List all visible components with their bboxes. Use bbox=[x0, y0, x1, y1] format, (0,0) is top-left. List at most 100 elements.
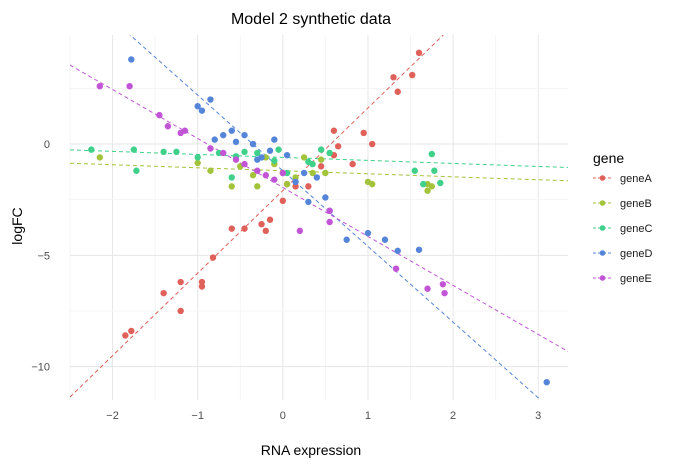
point-geneD bbox=[128, 56, 135, 63]
point-geneC bbox=[309, 160, 316, 168]
point-geneD bbox=[394, 247, 401, 255]
point-geneE bbox=[424, 285, 431, 292]
point-geneE bbox=[441, 289, 448, 297]
point-geneA bbox=[415, 49, 423, 57]
point-geneD bbox=[249, 140, 257, 148]
legend-title: gene bbox=[593, 150, 624, 166]
legend-label-geneA: geneA bbox=[620, 173, 652, 185]
point-geneB bbox=[228, 183, 235, 190]
legend-label-geneB: geneB bbox=[620, 198, 652, 210]
point-geneA bbox=[128, 327, 135, 335]
point-geneB bbox=[292, 174, 299, 181]
point-geneE bbox=[181, 127, 189, 134]
point-geneA bbox=[198, 283, 206, 290]
point-geneC bbox=[194, 154, 201, 161]
point-geneA bbox=[160, 289, 167, 297]
y-axis-title: logFC bbox=[9, 207, 25, 244]
point-geneD bbox=[292, 178, 299, 186]
point-geneD bbox=[228, 127, 235, 134]
point-geneA bbox=[317, 163, 325, 170]
point-geneA bbox=[305, 183, 312, 190]
legend-key-point-geneD bbox=[599, 250, 606, 256]
point-geneC bbox=[431, 167, 438, 174]
point-geneA bbox=[330, 127, 338, 134]
point-geneA bbox=[394, 88, 401, 95]
point-geneD bbox=[305, 198, 312, 206]
legend-key-point-geneE bbox=[599, 275, 606, 281]
point-geneA bbox=[409, 71, 416, 79]
x-tick-label: −2 bbox=[106, 410, 119, 422]
legend-key-point-geneB bbox=[599, 200, 606, 206]
point-geneA bbox=[258, 220, 265, 228]
y-tick-label: −10 bbox=[31, 362, 50, 374]
point-geneC bbox=[88, 146, 95, 153]
point-geneA bbox=[266, 216, 274, 223]
data-points bbox=[88, 49, 550, 386]
point-geneD bbox=[343, 236, 350, 243]
point-geneA bbox=[369, 140, 376, 148]
point-geneA bbox=[241, 225, 248, 232]
y-tick-label: −5 bbox=[37, 250, 50, 262]
point-geneB bbox=[428, 183, 435, 190]
point-geneE bbox=[156, 111, 163, 119]
point-geneA bbox=[292, 183, 299, 190]
y-tick-label: 0 bbox=[44, 139, 50, 151]
point-geneD bbox=[543, 378, 550, 386]
x-tick-label: 1 bbox=[365, 410, 371, 422]
point-geneD bbox=[283, 151, 291, 159]
point-geneC bbox=[241, 148, 248, 156]
point-geneA bbox=[390, 74, 397, 81]
point-geneD bbox=[381, 236, 389, 243]
fit-line-geneD bbox=[129, 35, 542, 400]
point-geneD bbox=[207, 96, 214, 103]
point-geneB bbox=[283, 180, 291, 188]
point-geneB bbox=[300, 154, 308, 161]
point-geneD bbox=[198, 107, 206, 114]
point-geneC bbox=[437, 179, 444, 187]
point-geneB bbox=[254, 183, 261, 190]
point-geneA bbox=[228, 225, 235, 232]
point-geneA bbox=[360, 129, 367, 137]
point-geneE bbox=[279, 169, 287, 177]
point-geneC bbox=[411, 167, 418, 174]
grid bbox=[69, 35, 568, 400]
point-geneE bbox=[262, 172, 269, 179]
fit-lines bbox=[70, 35, 568, 400]
point-geneE bbox=[220, 149, 227, 157]
x-axis-title: RNA expression bbox=[261, 442, 361, 458]
point-geneD bbox=[258, 154, 265, 161]
point-geneB bbox=[207, 167, 214, 174]
legend-key-point-geneA bbox=[599, 175, 606, 181]
point-geneC bbox=[228, 174, 235, 181]
point-geneB bbox=[424, 187, 431, 194]
point-geneC bbox=[275, 146, 282, 153]
point-geneD bbox=[220, 131, 227, 139]
point-geneD bbox=[266, 147, 274, 154]
point-geneC bbox=[326, 149, 333, 157]
point-geneA bbox=[209, 254, 217, 261]
point-geneA bbox=[177, 278, 184, 286]
chart-title: Model 2 synthetic data bbox=[231, 11, 391, 28]
point-geneD bbox=[271, 136, 278, 143]
legend: gene geneA geneB geneC geneD geneE bbox=[593, 150, 652, 285]
point-geneE bbox=[96, 82, 103, 90]
fit-line-geneC bbox=[70, 149, 568, 168]
point-geneD bbox=[194, 103, 201, 110]
point-geneA bbox=[279, 197, 287, 205]
fit-line-geneE bbox=[70, 64, 568, 352]
point-geneB bbox=[369, 180, 376, 188]
point-geneD bbox=[364, 229, 372, 237]
point-geneC bbox=[160, 148, 167, 156]
point-geneB bbox=[322, 169, 329, 177]
point-geneA bbox=[262, 227, 269, 235]
point-geneB bbox=[249, 172, 257, 179]
point-geneE bbox=[296, 227, 304, 235]
point-geneA bbox=[349, 160, 356, 168]
point-geneE bbox=[232, 156, 240, 163]
point-geneD bbox=[322, 194, 329, 201]
point-geneC bbox=[133, 167, 140, 174]
point-geneE bbox=[164, 123, 172, 130]
point-geneC bbox=[271, 157, 278, 164]
